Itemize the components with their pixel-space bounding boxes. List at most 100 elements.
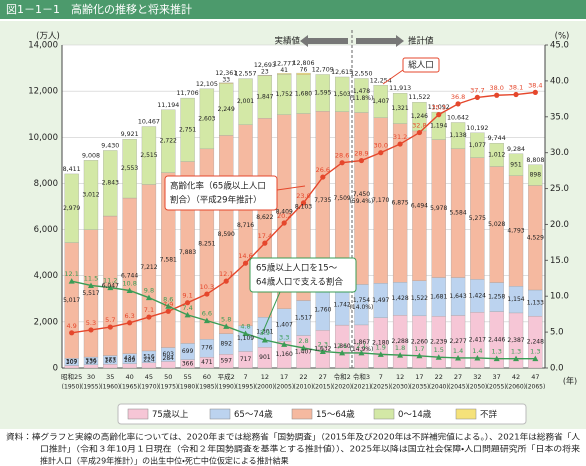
marker — [281, 341, 288, 347]
x-year-label: (2030) — [390, 384, 410, 391]
segment-label: 2,722 — [160, 138, 177, 145]
marker — [532, 89, 538, 95]
value-label: 20.2 — [277, 212, 291, 220]
x-tick-label: 17 — [415, 373, 423, 381]
x-tick-label: 30 — [87, 373, 95, 381]
marker — [455, 101, 461, 107]
segment-label: 8,103 — [295, 204, 312, 211]
x-year-label: (1975) — [158, 384, 178, 391]
value-label: 38.0 — [489, 84, 503, 92]
value-label: 5.8 — [221, 315, 231, 323]
value-label: 7.1 — [144, 306, 154, 314]
segment-label: 699 — [182, 348, 194, 355]
marker — [339, 160, 345, 166]
bar-segment — [199, 88, 215, 150]
marker — [223, 278, 229, 284]
segment-label: 516 — [143, 353, 155, 360]
segment-label: 336 — [85, 357, 97, 364]
segment-label: 603 — [163, 351, 175, 358]
segment-label: 717 — [240, 356, 252, 363]
bar-segment — [296, 72, 311, 75]
legend-swatch — [209, 408, 231, 420]
marker — [455, 354, 462, 361]
segment-label: 1,860 — [334, 343, 351, 350]
marker — [69, 330, 75, 336]
x-year-label: (1955) — [81, 384, 101, 391]
y-tick-label: 6,000 — [34, 225, 58, 235]
value-label: 38.1 — [509, 84, 523, 92]
segment-label: 1,847 — [256, 93, 273, 100]
segment-label: 1,632 — [314, 346, 331, 353]
marker — [223, 323, 230, 329]
x-tick-label: 27 — [319, 373, 327, 381]
bar-segment — [354, 78, 369, 113]
share-label: (14.0%) — [350, 304, 374, 311]
x-tick-label: 27 — [454, 373, 462, 381]
value-label: 1.3 — [530, 348, 540, 356]
segment-label: 2,515 — [140, 152, 157, 159]
legend-swatch — [291, 408, 313, 420]
value-label: 4.8 — [240, 323, 250, 331]
value-label: 1.8 — [395, 344, 405, 352]
marker — [88, 327, 94, 333]
segment-label: 1,752 — [276, 91, 293, 98]
segment-label: 1,742 — [334, 301, 351, 308]
total-label: 12,254 — [370, 77, 392, 84]
x-year-label: (2050) — [467, 384, 487, 391]
marker — [165, 308, 171, 314]
value-label: 5.7 — [105, 316, 115, 324]
segment-label: 5,584 — [449, 210, 466, 217]
segment-label: 8,716 — [237, 222, 254, 229]
x-year-label: (2035) — [409, 384, 429, 391]
value-label: 1.3 — [511, 348, 521, 356]
segment-label: 2,288 — [392, 338, 409, 345]
x-year-label: (1970) — [139, 384, 159, 391]
value-label: 10.3 — [200, 283, 214, 291]
legend-items: 75歳以上 65～74歳 15～64歳 0～14歳 不詳 — [127, 408, 498, 420]
footnote: 推計人口（平成29年推計）」の出生中位・死亡中位仮定による推計結果 — [40, 456, 289, 466]
segment-label: 33 — [222, 76, 230, 83]
marker — [300, 344, 307, 351]
y2-tick-label: 35.0 — [550, 112, 569, 122]
bar-segment — [122, 363, 137, 369]
arrow-right — [356, 35, 404, 47]
segment-label: 434 — [124, 355, 136, 362]
segment-label: 1,160 — [276, 351, 293, 358]
support-callout — [249, 257, 357, 293]
segment-label: 597 — [220, 358, 232, 365]
segment-label: 366 — [182, 360, 194, 367]
y-tick-label: 10,000 — [28, 133, 58, 143]
bar-segment — [489, 143, 504, 167]
y2-tick-label: 10.0 — [550, 292, 569, 302]
y2-tick-label: 45.0 — [550, 41, 569, 51]
x-year-label: (2055) — [487, 384, 507, 391]
x-year-label: (2015) — [313, 384, 333, 391]
value-label: 12.1 — [64, 270, 78, 278]
y-tick-label: 4,000 — [34, 271, 58, 281]
value-label: 30.0 — [374, 142, 388, 150]
legend-label: 65～74歳 — [234, 409, 273, 420]
segment-label: 2,260 — [411, 338, 428, 345]
callout-line — [382, 69, 404, 85]
marker — [416, 129, 423, 136]
x-year-label: (1995) — [236, 384, 256, 391]
segment-label: 1,595 — [314, 89, 331, 96]
marker — [436, 112, 442, 118]
x-tick-label: 47 — [531, 373, 539, 381]
marker — [435, 354, 442, 360]
marker — [107, 324, 113, 330]
segment-label: 1,643 — [449, 293, 466, 300]
segment-label: 107 — [66, 359, 78, 366]
segment-label: 1,407 — [276, 322, 293, 329]
arrow-left — [300, 35, 348, 47]
x-year-label: (2010) — [294, 384, 314, 391]
total-label: 9,744 — [488, 135, 506, 142]
total-label: 12,693 — [254, 62, 276, 69]
bar-segment — [373, 85, 388, 118]
total-label: 12,777 — [273, 60, 295, 67]
marker — [319, 348, 326, 354]
x-tick-label: 7 — [379, 373, 383, 381]
x-tick-label: 12 — [396, 373, 404, 381]
marker — [397, 141, 403, 147]
x-year-label: (1965) — [120, 384, 140, 391]
